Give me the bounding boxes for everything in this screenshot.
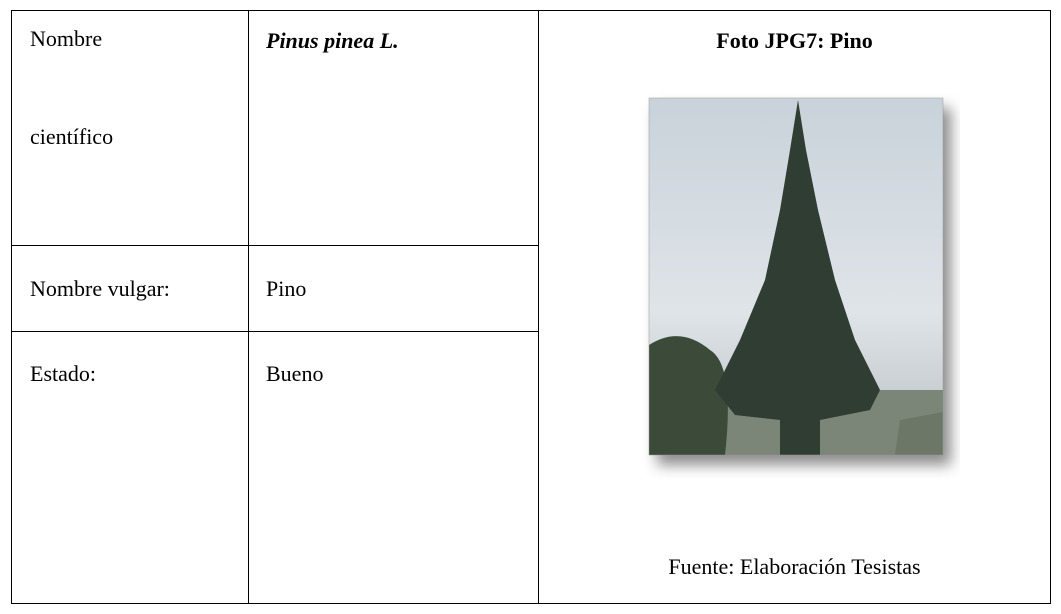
cell-value: Pino (266, 276, 307, 301)
border (11, 331, 538, 332)
photo-title: Foto JPG7: Pino (716, 28, 873, 53)
photo (648, 97, 944, 456)
cell-label: Nombre científico (30, 26, 114, 149)
border (11, 245, 538, 246)
cell-value: Bueno (266, 361, 324, 386)
border (538, 10, 539, 604)
border (11, 10, 1051, 11)
cell-label: Estado: (30, 361, 96, 386)
photo-source: Fuente: Elaboración Tesistas (668, 554, 921, 579)
border (11, 10, 12, 604)
border (11, 603, 1051, 604)
cell-value: Pinus pinea L. (266, 28, 399, 53)
border (248, 10, 249, 604)
border (1050, 10, 1051, 604)
cell-label: Nombre vulgar: (30, 276, 170, 301)
